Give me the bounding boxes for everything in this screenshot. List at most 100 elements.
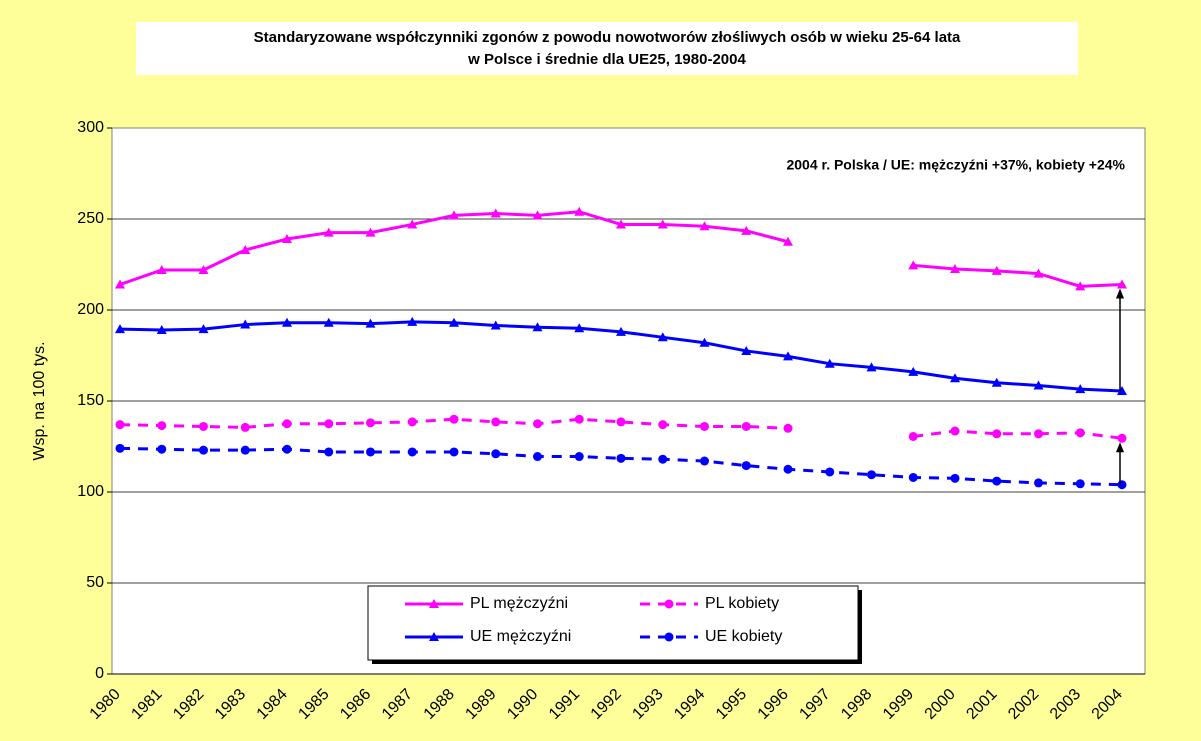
legend-label: UE kobiety [705,628,782,645]
marker [950,473,960,483]
marker [1117,279,1127,289]
x-tick-label: 1992 [588,686,625,723]
marker [574,323,585,333]
x-tick-label: 1999 [880,686,917,723]
marker [783,236,793,246]
marker [950,373,960,383]
marker [1117,433,1127,443]
y-tick-label: 50 [86,574,104,591]
marker [240,445,250,455]
marker [616,219,626,229]
x-tick-label: 1990 [504,686,541,723]
marker [783,464,793,474]
y-tick-label: 100 [77,483,104,500]
marker [429,599,439,608]
x-tick-label: 1996 [755,686,792,723]
marker [490,320,501,330]
marker [1034,429,1043,439]
marker [741,345,752,355]
marker [240,244,251,254]
marker [657,219,668,229]
marker [699,337,710,347]
annotation: 2004 r. Polska / UE: mężczyźni +37%, kob… [786,157,1125,173]
marker [199,445,208,455]
marker [991,265,1002,275]
marker [491,417,501,427]
x-tick-label: 2001 [963,686,1000,723]
marker [198,264,209,274]
marker [449,317,459,327]
marker [1075,384,1086,394]
marker [323,227,334,237]
x-tick-label: 1998 [838,686,875,723]
marker [407,417,417,427]
marker [115,324,125,334]
marker [323,317,334,327]
x-tick-label: 1981 [128,686,165,723]
marker [950,264,960,274]
x-tick-label: 1984 [254,686,291,723]
marker [1075,428,1085,438]
marker [867,470,876,480]
x-tick-label: 2004 [1089,686,1126,723]
marker [664,599,674,609]
y-tick-label: 300 [77,119,104,136]
series-line [119,417,1123,440]
marker [616,417,626,427]
marker [657,332,668,342]
x-tick-label: 2003 [1047,686,1084,723]
marker [366,418,375,428]
legend [367,585,859,661]
marker [115,420,125,430]
x-tick-label: 1988 [421,686,458,723]
marker [157,444,167,454]
arrow-head [1116,442,1124,453]
x-tick-label: 2000 [922,686,959,723]
marker [365,227,376,237]
legend-label: PL mężczyźni [470,595,568,612]
marker [407,316,418,326]
marker [533,452,542,462]
marker [700,421,709,431]
y-tick-label: 0 [95,665,104,682]
marker [365,318,376,328]
marker [574,414,584,424]
marker [908,366,919,376]
marker [449,447,459,457]
marker [199,421,208,431]
marker [783,351,793,361]
marker [1033,268,1044,278]
marker [1075,281,1086,291]
marker [825,467,835,477]
marker [824,358,835,368]
marker [282,419,292,429]
marker [1117,385,1127,395]
marker [908,260,919,270]
x-tick-label: 1995 [713,686,750,723]
marker [741,461,751,471]
marker [156,264,167,274]
marker [574,452,584,462]
marker [783,423,793,433]
marker [240,319,251,329]
marker [700,456,709,466]
y-tick-label: 200 [77,301,104,318]
x-tick-label: 1982 [170,686,207,723]
marker [992,429,1002,439]
marker [407,219,418,229]
marker [1033,380,1044,390]
marker [156,325,167,335]
marker [282,444,292,454]
marker [532,322,543,332]
marker [324,419,334,429]
x-tick-label: 1989 [462,686,499,723]
marker [449,414,459,424]
x-tick-label: 1983 [212,686,249,723]
marker [992,476,1002,486]
marker [490,208,501,218]
marker [449,210,459,220]
marker [198,324,209,334]
marker [157,421,167,431]
x-tick-label: 1993 [629,686,666,723]
